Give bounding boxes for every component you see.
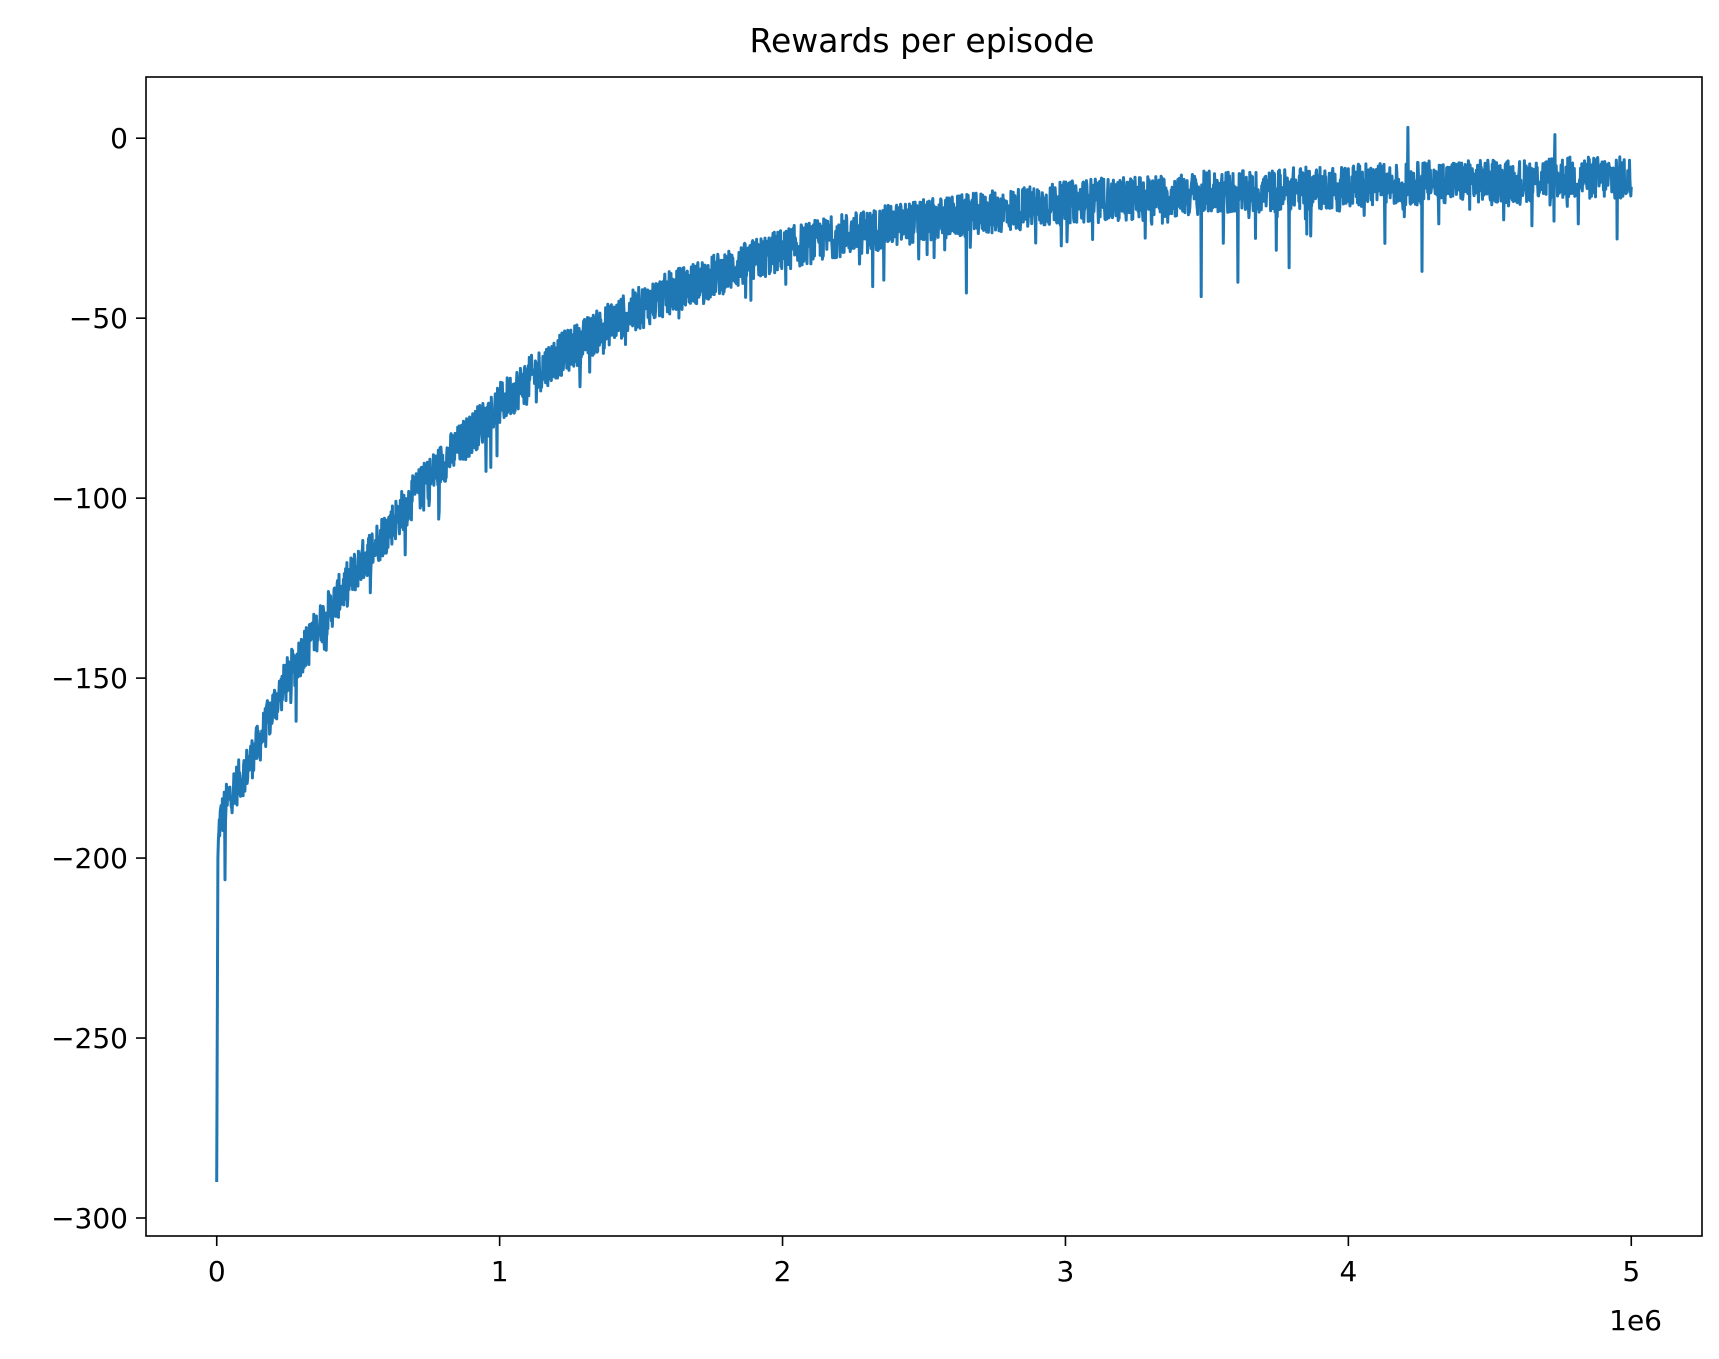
x-tick-label: 2 bbox=[774, 1255, 792, 1288]
y-tick-label: 0 bbox=[110, 122, 128, 155]
x-tick-label: 0 bbox=[208, 1255, 226, 1288]
chart-title: Rewards per episode bbox=[750, 21, 1095, 60]
plot-area bbox=[145, 76, 1703, 1237]
x-tick-label: 1 bbox=[491, 1255, 509, 1288]
y-tick-label: −50 bbox=[69, 302, 128, 335]
x-tick-label: 4 bbox=[1339, 1255, 1357, 1288]
x-axis-offset-label: 1e6 bbox=[1609, 1304, 1662, 1337]
x-axis: 0 1 2 3 4 5 bbox=[208, 1236, 1640, 1288]
axes-frame bbox=[145, 76, 1703, 1237]
y-axis: 0 −50 −100 −150 −200 −250 −300 bbox=[51, 122, 146, 1235]
series-line bbox=[215, 125, 1633, 1183]
x-tick-label: 5 bbox=[1622, 1255, 1640, 1288]
x-tick-label: 3 bbox=[1057, 1255, 1075, 1288]
y-tick-label: −150 bbox=[51, 662, 128, 695]
y-tick-label: −200 bbox=[51, 842, 128, 875]
y-tick-label: −100 bbox=[51, 482, 128, 515]
y-tick-label: −300 bbox=[51, 1202, 128, 1235]
y-tick-label: −250 bbox=[51, 1022, 128, 1055]
